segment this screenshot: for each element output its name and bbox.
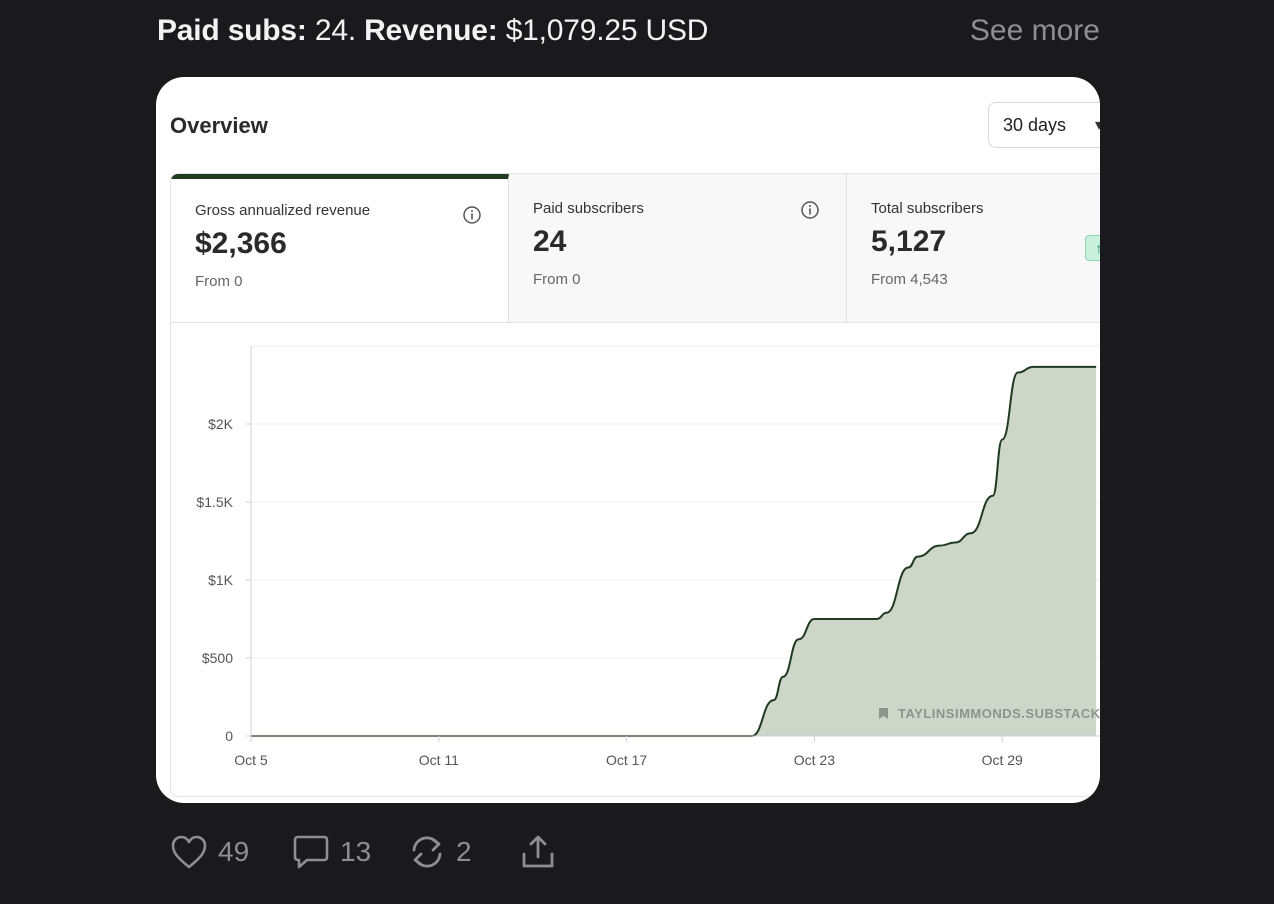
comment-button[interactable]: 13 bbox=[292, 830, 371, 874]
restack-button[interactable]: 2 bbox=[408, 830, 472, 874]
share-icon bbox=[522, 835, 554, 868]
paid-subs-value: 24. bbox=[314, 14, 356, 47]
stat-paid-subscribers[interactable]: Paid subscribers 24 From 0 bbox=[509, 174, 847, 322]
x-tick-label: Oct 11 bbox=[419, 752, 459, 768]
restack-icon bbox=[412, 836, 442, 868]
stat-label: Total subscribers bbox=[871, 200, 984, 217]
area-fill bbox=[251, 366, 1097, 736]
revenue-label: Revenue: bbox=[364, 14, 498, 47]
heart-icon bbox=[171, 835, 207, 869]
stat-value: 5,127 bbox=[871, 225, 947, 258]
chart-axes bbox=[246, 346, 1100, 742]
stats-row: Gross annualized revenue $2,366 From 0 P… bbox=[171, 174, 1100, 323]
like-button[interactable]: 49 bbox=[170, 830, 249, 874]
y-tick-label: $1K bbox=[208, 572, 234, 588]
stat-total-subscribers[interactable]: Total subscribers 5,127 From 4,543 ↑ bbox=[847, 174, 1100, 322]
chart-ticks: 0 $500 $1K $1.5K $2K Oct 5 Oct 11 Oct 17 Oct 23 O… bbox=[196, 416, 1023, 768]
x-tick-label: Oct 17 bbox=[606, 752, 647, 768]
like-count: 49 bbox=[218, 836, 250, 867]
stat-from: From 0 bbox=[195, 273, 243, 290]
revenue-chart: 0 $500 $1K $1.5K $2K Oct 5 Oct 11 Oct 17 Oct 23 O… bbox=[196, 345, 1100, 768]
x-tick-label: Oct 29 bbox=[982, 752, 1023, 768]
stat-value: 24 bbox=[533, 225, 567, 258]
y-tick-label: $2K bbox=[208, 416, 234, 432]
revenue-value: $1,079.25 USD bbox=[505, 14, 709, 47]
stat-label: Gross annualized revenue bbox=[195, 202, 371, 219]
comment-icon bbox=[293, 835, 329, 869]
bookmark-icon bbox=[879, 708, 888, 719]
chart-area bbox=[250, 365, 1097, 738]
trend-up-icon: ↑ bbox=[1085, 235, 1100, 261]
overview-title: Overview bbox=[170, 113, 268, 138]
series-line bbox=[250, 365, 1097, 738]
stat-from: From 4,543 bbox=[871, 271, 948, 288]
stats-panel: Gross annualized revenue $2,366 From 0 P… bbox=[170, 173, 1100, 797]
paid-subs-label: Paid subs: bbox=[157, 14, 307, 47]
stat-value: $2,366 bbox=[195, 227, 287, 260]
restack-count: 2 bbox=[456, 836, 472, 867]
date-range-select[interactable]: 30 days ▾ bbox=[988, 102, 1100, 148]
chevron-down-icon: ▾ bbox=[1095, 117, 1100, 134]
headline: Paid subs: 24. Revenue: $1,079.25 USD bbox=[157, 14, 708, 48]
y-tick-label: $500 bbox=[202, 650, 233, 666]
y-tick-label: 0 bbox=[225, 728, 233, 744]
info-icon[interactable] bbox=[462, 205, 482, 225]
see-more-link[interactable]: See more bbox=[969, 14, 1100, 47]
comment-count: 13 bbox=[340, 836, 372, 867]
date-range-value: 30 days bbox=[1003, 115, 1067, 135]
stat-from: From 0 bbox=[533, 271, 581, 288]
info-icon[interactable] bbox=[800, 200, 820, 220]
watermark: TAYLINSIMMONDS.SUBSTACK bbox=[879, 706, 1100, 721]
y-tick-label: $1.5K bbox=[196, 494, 233, 510]
overview-card: Overview 30 days ▾ Gross annualized reve… bbox=[156, 77, 1100, 803]
x-tick-label: Oct 5 bbox=[234, 752, 268, 768]
watermark-text: TAYLINSIMMONDS.SUBSTACK bbox=[898, 706, 1100, 721]
stat-gross-revenue[interactable]: Gross annualized revenue $2,366 From 0 bbox=[171, 174, 509, 322]
x-tick-label: Oct 23 bbox=[794, 752, 835, 768]
share-button[interactable] bbox=[520, 830, 556, 874]
stat-label: Paid subscribers bbox=[533, 200, 644, 217]
